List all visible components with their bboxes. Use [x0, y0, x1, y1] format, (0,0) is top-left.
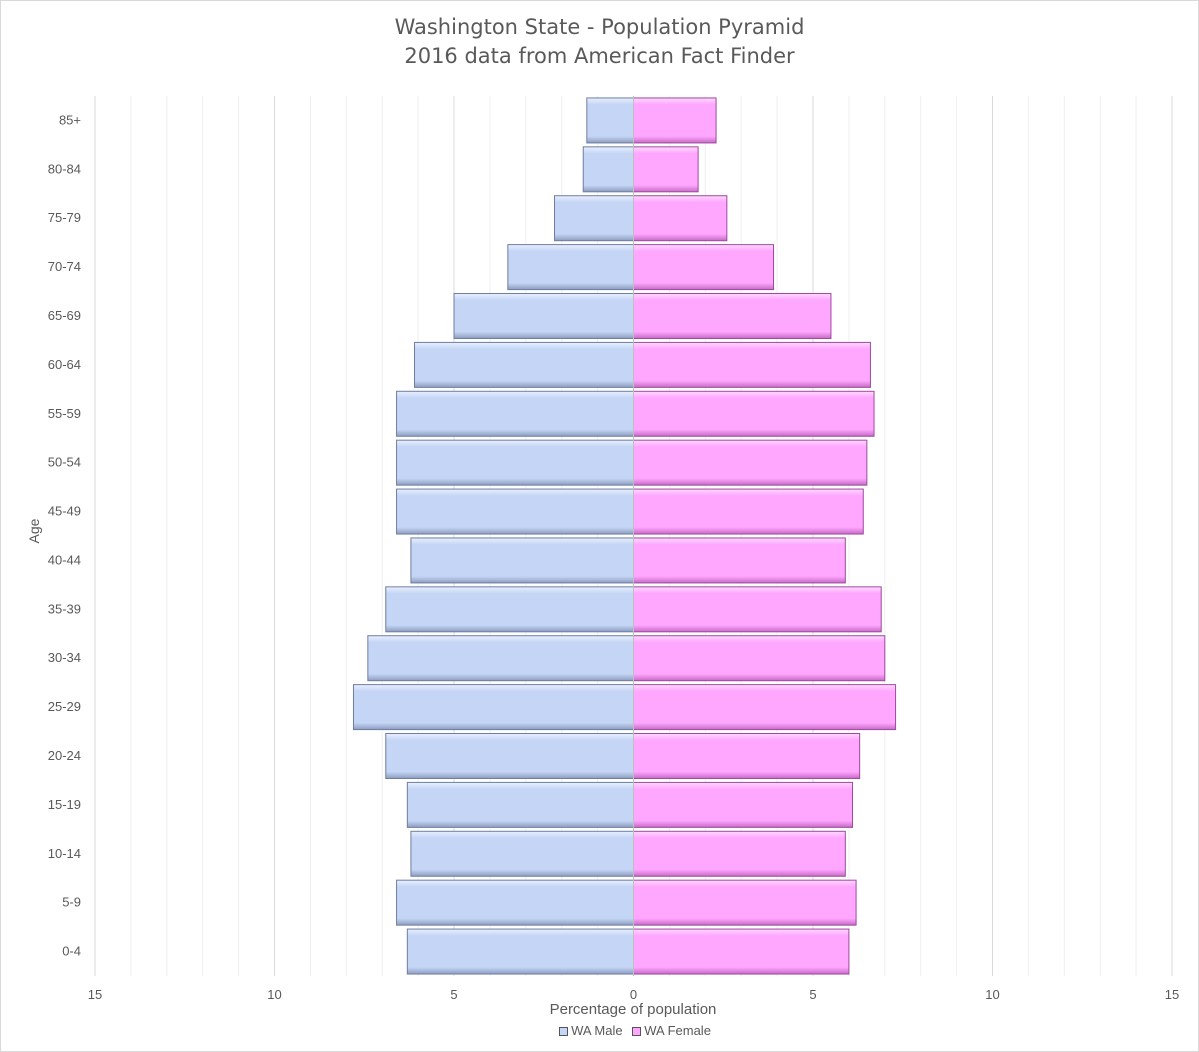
legend-item-female: WA Female [632, 1023, 711, 1038]
y-tick-labels: 0-4 5-9 10-14 15-19 20-24 25-29 30-34 35-39 40-4… [48, 112, 81, 958]
female-bar-85+ [633, 97, 717, 144]
x-tick-label: 15 [88, 987, 102, 1002]
male-bar-50-54 [396, 439, 634, 486]
y-tick-label: 70-74 [48, 259, 81, 274]
chart-subtitle: 2016 data from American Fact Finder [404, 44, 795, 68]
female-bar-30-34 [633, 635, 886, 682]
female-bar-75-79 [633, 195, 728, 242]
female-bar-20-24 [633, 733, 861, 779]
x-tick-label: 5 [809, 987, 816, 1002]
legend-item-male: WA Male [559, 1023, 623, 1038]
male-bar-75-79 [554, 195, 635, 242]
male-bar-30-34 [367, 635, 634, 682]
female-bar-25-29 [633, 684, 897, 731]
y-tick-label: 75-79 [48, 210, 81, 225]
female-bar-80-84 [633, 146, 699, 193]
male-bar-25-29 [352, 684, 634, 731]
x-tick-label: 0 [630, 987, 637, 1002]
bars [352, 96, 897, 976]
y-tick-label: 5-9 [62, 895, 81, 910]
male-bar-10-14 [410, 830, 635, 877]
y-tick-label: 80-84 [48, 161, 81, 176]
legend-label-female: WA Female [644, 1023, 711, 1038]
legend-swatch-female [632, 1027, 642, 1036]
x-tick-labels: 15 10 5 0 5 10 15 [88, 987, 1179, 1002]
female-bar-35-39 [633, 586, 882, 633]
y-tick-label: 85+ [59, 112, 81, 127]
male-bar-35-39 [385, 586, 635, 633]
x-tick-label: 10 [267, 987, 281, 1002]
female-bar-40-44 [633, 537, 846, 584]
legend-label-male: WA Male [571, 1023, 623, 1038]
male-bar-0-4 [406, 928, 634, 975]
male-bar-85+ [586, 97, 635, 144]
female-bar-55-59 [633, 390, 875, 437]
female-bar-65-69 [633, 293, 832, 339]
female-bar-45-49 [633, 488, 864, 535]
y-tick-label: 40-44 [48, 552, 81, 567]
male-bar-20-24 [385, 733, 635, 779]
y-tick-label: 35-39 [48, 601, 81, 616]
female-bar-0-4 [633, 928, 850, 975]
male-bar-60-64 [414, 341, 635, 388]
y-tick-label: 45-49 [48, 504, 81, 519]
male-bar-70-74 [507, 244, 635, 291]
female-bar-50-54 [633, 439, 868, 486]
y-tick-label: 20-24 [48, 748, 81, 763]
male-bar-65-69 [453, 293, 634, 339]
legend-swatch-male [559, 1027, 569, 1036]
female-bar-5-9 [633, 879, 857, 926]
male-bar-15-19 [406, 781, 634, 828]
y-tick-label: 55-59 [48, 406, 81, 421]
female-bar-70-74 [633, 244, 775, 291]
male-bar-40-44 [410, 537, 635, 584]
x-tick-label: 10 [985, 987, 999, 1002]
y-tick-label: 25-29 [48, 699, 81, 714]
female-bar-15-19 [633, 781, 853, 828]
male-bar-80-84 [582, 146, 634, 193]
grid-lines [94, 96, 1173, 976]
y-tick-label: 30-34 [48, 650, 81, 665]
male-bar-45-49 [396, 488, 634, 535]
legend: WA Male WA Female [0, 1023, 1199, 1038]
chart-title: Washington State - Population Pyramid [394, 15, 805, 39]
female-bar-10-14 [633, 830, 846, 877]
y-tick-label: 15-19 [48, 797, 81, 812]
y-tick-label: 65-69 [48, 308, 81, 323]
x-tick-label: 15 [1165, 987, 1179, 1002]
female-bar-60-64 [633, 341, 871, 388]
male-bar-55-59 [396, 390, 634, 437]
y-tick-label: 60-64 [48, 357, 81, 372]
y-tick-label: 50-54 [48, 455, 81, 470]
x-axis-label: Percentage of population [549, 1001, 717, 1018]
y-axis-label: Age [26, 518, 42, 544]
y-tick-label: 0-4 [62, 944, 81, 959]
y-tick-label: 10-14 [48, 846, 81, 861]
male-bar-5-9 [396, 879, 634, 926]
x-tick-label: 5 [450, 987, 457, 1002]
